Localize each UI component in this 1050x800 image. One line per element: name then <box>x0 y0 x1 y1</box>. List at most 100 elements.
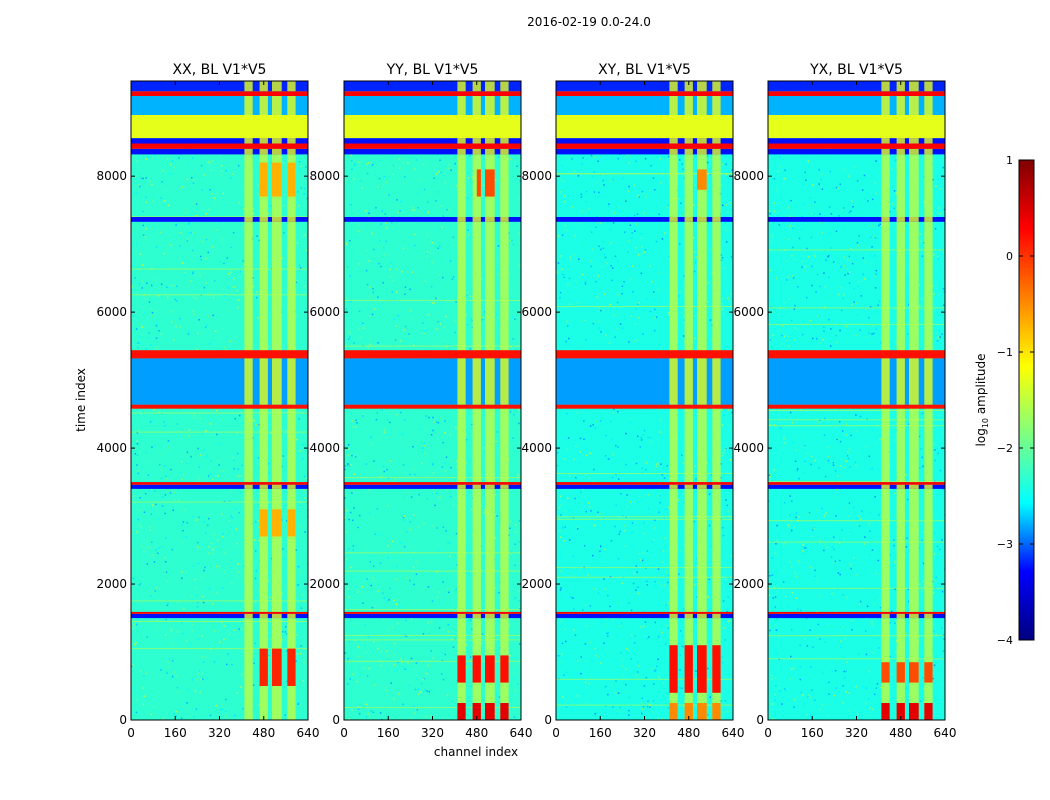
time-band <box>131 143 308 149</box>
time-band <box>768 482 945 485</box>
x-tick-label: 0 <box>764 726 772 740</box>
colorbar-ticks: 1 0 −1 −2 −3 −4 <box>997 154 1034 647</box>
y-tick-label: 6000 <box>521 305 552 319</box>
time-band <box>768 149 945 155</box>
hot-zone <box>259 509 268 537</box>
time-band <box>131 350 308 359</box>
x-tick-label: 160 <box>164 726 187 740</box>
time-band <box>344 91 521 96</box>
time-band <box>768 217 945 222</box>
hot-zone <box>712 645 721 693</box>
time-band <box>344 614 521 619</box>
colorbar-tick-label: 0 <box>1006 250 1013 263</box>
colorbar: 10−1−2−3−4 log10 amplitude <box>974 154 1035 647</box>
time-band <box>344 611 521 614</box>
time-band <box>768 91 945 96</box>
y-tick-label: 4000 <box>733 441 764 455</box>
hot-zone <box>669 703 678 720</box>
y-tick-label: 4000 <box>309 441 340 455</box>
hot-zone <box>485 703 495 720</box>
time-band <box>131 138 308 144</box>
time-band <box>344 217 521 222</box>
y-tick-label: 8000 <box>309 169 340 183</box>
time-band <box>344 484 521 489</box>
time-band <box>344 143 521 149</box>
x-tick-label: 320 <box>845 726 868 740</box>
x-tick-label: 480 <box>677 726 700 740</box>
y-tick-label: 8000 <box>521 169 552 183</box>
time-band <box>556 404 733 409</box>
x-tick-label: 0 <box>127 726 135 740</box>
colorbar-tick-label: −3 <box>997 538 1013 551</box>
hot-zone <box>485 169 495 197</box>
time-band <box>344 350 521 359</box>
time-band <box>768 614 945 619</box>
hot-zone <box>272 648 282 686</box>
hot-zone <box>457 655 466 683</box>
y-axis-label: time index <box>74 368 88 432</box>
colorbar-label-prefix: log <box>974 428 988 446</box>
time-band <box>344 482 521 485</box>
time-band <box>131 404 308 409</box>
time-band <box>768 138 945 144</box>
time-band <box>131 91 308 96</box>
hot-zone <box>924 662 933 683</box>
heatmap-panel: YX, BL V1*V5 0 160 320 480 640 0 2000 4000 6000 80… <box>733 62 956 740</box>
hot-zone <box>697 645 707 693</box>
heatmap-image <box>344 81 521 720</box>
time-band <box>556 484 733 489</box>
hot-zone <box>896 662 905 683</box>
figure-title: 2016-02-19 0.0-24.0 <box>527 15 651 29</box>
time-band <box>768 143 945 149</box>
x-tick-label: 160 <box>801 726 824 740</box>
heatmap-panel: YY, BL V1*V5 0 160 320 480 640 0 2000 4000 6000 80… <box>309 62 532 740</box>
heatmap-panels: XX, BL V1*V5 0 160 320 480 640 0 2000 4000 6000 80… <box>96 62 956 740</box>
time-band <box>556 143 733 149</box>
x-tick-label: 640 <box>297 726 320 740</box>
x-tick-label: 320 <box>421 726 444 740</box>
hot-zone <box>485 655 495 683</box>
hot-zone <box>909 662 919 683</box>
panel-title: YX, BL V1*V5 <box>809 62 903 78</box>
colorbar-tick-label: −2 <box>997 442 1013 455</box>
hot-zone <box>259 648 268 686</box>
x-tick-label: 640 <box>934 726 957 740</box>
time-band <box>556 81 733 92</box>
y-tick-label: 0 <box>119 713 127 727</box>
hot-zone <box>476 169 481 197</box>
colorbar-tick-label: 1 <box>1006 154 1013 167</box>
time-band <box>556 91 733 96</box>
hot-zone <box>909 703 919 720</box>
hot-zone <box>287 648 296 686</box>
x-tick-label: 640 <box>510 726 533 740</box>
time-band <box>344 115 521 139</box>
time-band <box>768 350 945 359</box>
time-band <box>768 611 945 614</box>
time-band <box>556 149 733 155</box>
heatmap-image <box>131 81 308 720</box>
x-tick-label: 480 <box>465 726 488 740</box>
hot-zone <box>472 703 481 720</box>
x-tick-label: 640 <box>722 726 745 740</box>
hot-zone <box>287 162 296 197</box>
time-band <box>556 138 733 144</box>
hot-zone <box>287 509 296 537</box>
time-band <box>556 217 733 222</box>
time-band <box>768 484 945 489</box>
hot-zone <box>457 703 466 720</box>
hot-zone <box>697 703 707 720</box>
y-tick-label: 2000 <box>96 577 127 591</box>
time-band <box>344 404 521 409</box>
y-tick-label: 0 <box>332 713 340 727</box>
time-band <box>556 482 733 485</box>
panel-title: YY, BL V1*V5 <box>386 62 479 78</box>
time-band <box>556 115 733 139</box>
hot-zone <box>272 509 282 537</box>
time-band <box>768 404 945 409</box>
heatmap-image <box>768 81 945 720</box>
time-band <box>131 149 308 155</box>
hot-zone <box>712 703 721 720</box>
time-band <box>344 149 521 155</box>
time-band <box>131 81 308 92</box>
x-tick-label: 160 <box>377 726 400 740</box>
